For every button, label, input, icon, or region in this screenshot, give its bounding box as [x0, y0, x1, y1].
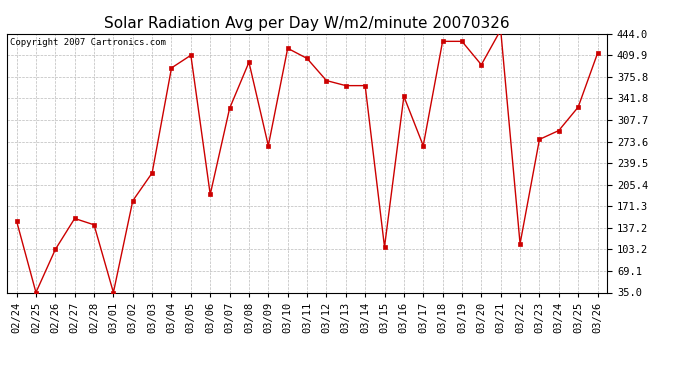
Title: Solar Radiation Avg per Day W/m2/minute 20070326: Solar Radiation Avg per Day W/m2/minute … — [104, 16, 510, 31]
Text: Copyright 2007 Cartronics.com: Copyright 2007 Cartronics.com — [10, 38, 166, 46]
